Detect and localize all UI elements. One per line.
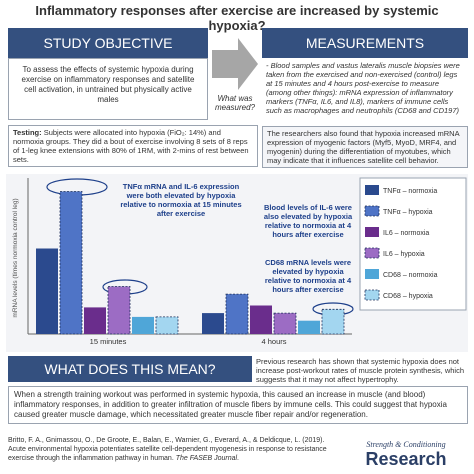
- citation-end: .: [237, 455, 239, 462]
- bar: [36, 248, 58, 334]
- testing-text: Subjects were allocated into hypoxia (Fi…: [13, 128, 249, 164]
- bar: [202, 313, 224, 334]
- citation: Britto, F. A., Gnimassou, O., De Groote,…: [8, 436, 338, 463]
- logo-bottom: Research: [365, 449, 447, 469]
- legend-box: [359, 177, 467, 311]
- objective-heading: STUDY OBJECTIVE: [8, 28, 208, 58]
- citation-journal: The FASEB Journal: [175, 455, 238, 462]
- legend-label: CD68 – normoxia: [383, 272, 438, 279]
- legend-label: IL6 – normoxia: [383, 230, 429, 237]
- legend-swatch: [365, 185, 379, 195]
- bar: [225, 293, 249, 335]
- legend-label: TNFα – hypoxia: [383, 209, 433, 216]
- meaning-side-text: Previous research has shown that systemi…: [256, 357, 465, 384]
- arrow-label: What was measured?: [214, 94, 256, 112]
- legend-swatch: [365, 269, 379, 279]
- bar: [155, 316, 179, 335]
- findings: The researchers also found that hypoxia …: [262, 126, 468, 168]
- measurements-heading: MEASUREMENTS: [262, 28, 468, 58]
- bar: [84, 307, 106, 334]
- bar: [250, 305, 272, 334]
- objective-text: To assess the effects of systemic hypoxi…: [8, 58, 208, 120]
- meaning-heading: WHAT DOES THIS MEAN?: [8, 356, 252, 382]
- testing-label: Testing:: [13, 128, 42, 137]
- legend-swatch: [365, 227, 379, 237]
- x-tick-label: 4 hours: [261, 337, 286, 346]
- x-tick-label: 15 minutes: [90, 337, 127, 346]
- annotation: TNFα mRNA and IL-6 expression were both …: [120, 182, 242, 218]
- legend-swatch: [364, 289, 380, 301]
- bar: [298, 320, 320, 334]
- legend-label: TNFα – normoxia: [383, 188, 437, 195]
- title: Inflammatory responses after exercise ar…: [35, 3, 439, 33]
- y-axis-label: mRNA levels (times normoxia control leg): [12, 198, 19, 317]
- arrow: [212, 38, 258, 90]
- logo-top: Strength & Conditioning: [366, 440, 446, 449]
- meaning-text: When a strength training workout was per…: [8, 386, 468, 424]
- bar: [107, 286, 131, 335]
- bar: [59, 191, 83, 335]
- annotation: Blood levels of IL-6 were also elevated …: [263, 203, 353, 239]
- legend-label: CD68 – hypoxia: [383, 293, 433, 300]
- testing: Testing: Subjects were allocated into hy…: [8, 125, 258, 167]
- legend-swatch: [364, 247, 380, 259]
- measurements-text: - Blood samples and vastus lateralis mus…: [266, 61, 460, 115]
- chart: mRNA levels (times normoxia control leg)…: [6, 174, 468, 352]
- legend-label: IL6 – hypoxia: [383, 251, 425, 258]
- annotation: CD68 mRNA levels were elevated by hypoxi…: [264, 258, 352, 294]
- logo: Strength & Conditioning Research: [344, 440, 468, 469]
- citation-text: Britto, F. A., Gnimassou, O., De Groote,…: [8, 437, 327, 462]
- legend-swatch: [364, 205, 380, 217]
- bar: [132, 316, 154, 334]
- bar: [273, 312, 297, 335]
- bar: [321, 308, 345, 335]
